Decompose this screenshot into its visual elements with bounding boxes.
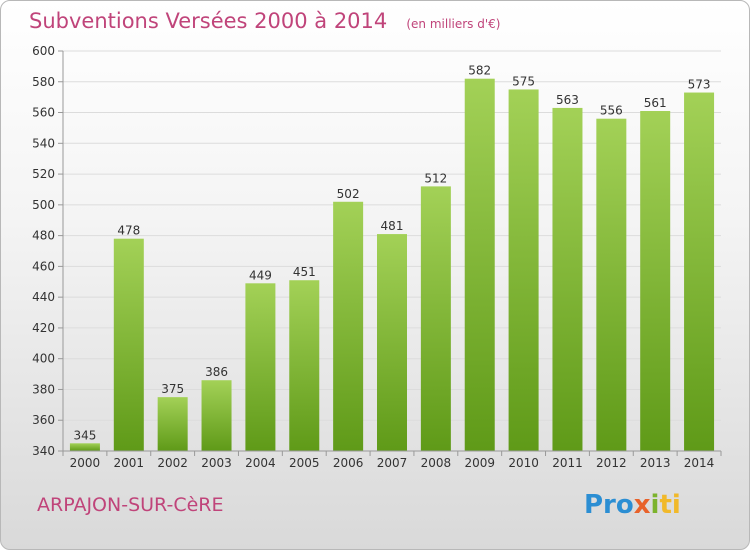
data-label: 375 [161, 382, 184, 396]
bar [684, 92, 715, 452]
data-label: 345 [73, 428, 96, 442]
bar [640, 111, 671, 451]
bar [552, 107, 583, 451]
data-label: 561 [644, 96, 667, 110]
y-tick-label: 360 [32, 413, 55, 427]
data-label: 563 [556, 93, 579, 107]
chart-subtitle: (en milliers d'€) [406, 17, 501, 31]
title-row: Subventions Versées 2000 à 2014 (en mill… [29, 9, 500, 33]
x-tick-label: 2005 [289, 456, 320, 470]
bar [113, 238, 144, 451]
x-tick-label: 2008 [421, 456, 452, 470]
data-label: 575 [512, 74, 535, 88]
place-name: ARPAJON-SUR-CèRE [37, 494, 224, 516]
y-tick-label: 480 [32, 229, 55, 243]
bar [420, 186, 451, 451]
x-tick-label: 2004 [245, 456, 276, 470]
logo-part-4: ti [659, 490, 681, 520]
x-tick-label: 2011 [552, 456, 583, 470]
y-tick-label: 600 [32, 44, 55, 58]
y-tick-label: 500 [32, 198, 55, 212]
data-label: 512 [424, 171, 447, 185]
y-tick-label: 400 [32, 352, 55, 366]
bar [157, 397, 188, 451]
bar [464, 78, 495, 451]
data-label: 478 [117, 224, 140, 238]
logo-part-2: x [633, 490, 651, 520]
data-label: 556 [600, 104, 623, 118]
data-label: 502 [337, 187, 360, 201]
x-tick-label: 2014 [684, 456, 715, 470]
x-tick-label: 2010 [508, 456, 539, 470]
x-tick-label: 2013 [640, 456, 671, 470]
x-tick-label: 2006 [333, 456, 364, 470]
bar [508, 89, 539, 451]
x-tick-label: 2003 [201, 456, 232, 470]
y-tick-label: 340 [32, 444, 55, 458]
x-tick-label: 2009 [464, 456, 495, 470]
chart-title: Subventions Versées 2000 à 2014 [29, 9, 388, 33]
data-label: 582 [468, 64, 491, 78]
bar [377, 234, 407, 451]
bar [245, 283, 276, 451]
y-tick-label: 440 [32, 290, 55, 304]
data-label: 573 [688, 78, 711, 92]
data-label: 386 [205, 365, 228, 379]
data-label: 481 [381, 219, 404, 233]
x-tick-label: 2001 [114, 456, 145, 470]
y-tick-label: 460 [32, 259, 55, 273]
bar-chart: 345 478 375 386 449 451 502 481 512 582 575 563 556 5… [32, 44, 722, 470]
proxiti-logo[interactable]: Proxiti [584, 490, 681, 520]
y-tick-label: 540 [32, 136, 55, 150]
y-tick-label: 560 [32, 106, 55, 120]
data-label: 451 [293, 265, 316, 279]
bar [333, 201, 364, 451]
logo-part-3: i [650, 490, 660, 520]
bar [201, 380, 232, 451]
logo-part-1: Pro [584, 490, 634, 520]
y-tick-label: 580 [32, 75, 55, 89]
x-tick-label: 2000 [70, 456, 101, 470]
y-tick-label: 380 [32, 382, 55, 396]
x-tick-label: 2002 [157, 456, 188, 470]
bar [69, 443, 100, 451]
bar [289, 280, 320, 451]
x-tick-label: 2007 [377, 456, 408, 470]
x-tick-label: 2012 [596, 456, 627, 470]
data-label: 449 [249, 268, 272, 282]
y-tick-label: 420 [32, 321, 55, 335]
bar [596, 118, 627, 451]
y-tick-label: 520 [32, 167, 55, 181]
